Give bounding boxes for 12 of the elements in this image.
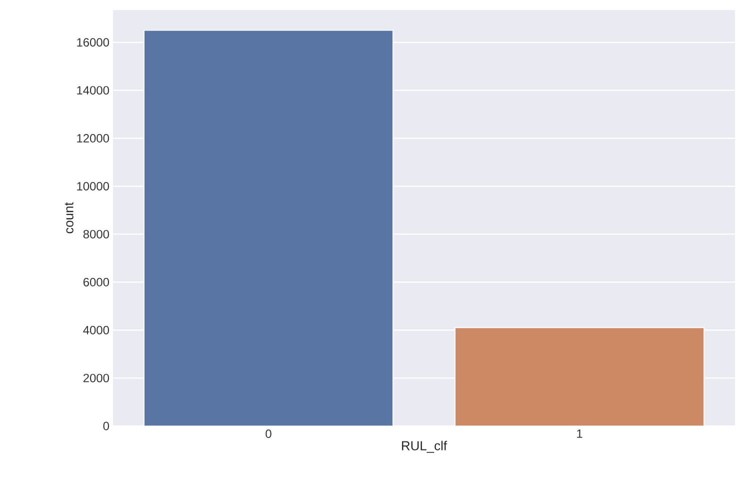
y-tick-label: 14000 — [77, 86, 110, 95]
y-tick-label: 16000 — [77, 38, 110, 47]
y-tick-label: 12000 — [77, 134, 110, 142]
y-axis-title: count — [64, 202, 74, 234]
y-tick-label: 10000 — [77, 182, 110, 190]
y-tick-label: 6000 — [83, 278, 110, 286]
y-tick-label: 2000 — [83, 374, 110, 382]
y-tick-label: 0 — [103, 422, 110, 430]
y-tick-label: 8000 — [83, 230, 110, 238]
x-axis-title: RUL_clf — [402, 440, 448, 453]
y-tick-label: 4000 — [83, 326, 110, 334]
x-tick-label: 1 — [577, 430, 582, 438]
